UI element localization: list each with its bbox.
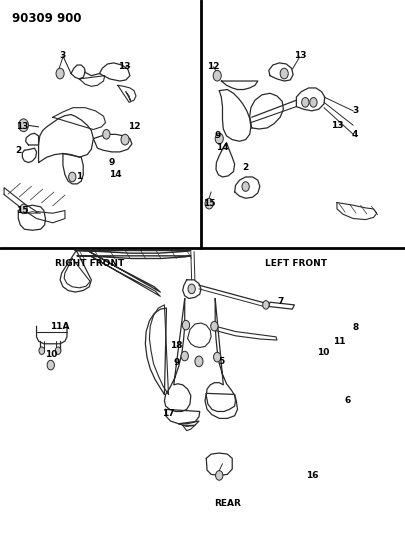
Text: 5: 5 bbox=[217, 357, 224, 366]
Text: 13: 13 bbox=[330, 121, 342, 130]
Text: 15: 15 bbox=[202, 199, 215, 208]
Circle shape bbox=[309, 98, 316, 107]
Text: 10: 10 bbox=[316, 349, 328, 357]
Text: 90309 900: 90309 900 bbox=[12, 12, 81, 25]
Circle shape bbox=[279, 68, 288, 79]
Circle shape bbox=[213, 352, 220, 362]
Text: 2: 2 bbox=[242, 164, 248, 172]
Circle shape bbox=[47, 360, 54, 370]
Text: 14: 14 bbox=[215, 143, 228, 151]
Text: LEFT FRONT: LEFT FRONT bbox=[265, 260, 326, 268]
Circle shape bbox=[182, 320, 189, 330]
Circle shape bbox=[102, 130, 110, 139]
Text: 3: 3 bbox=[60, 52, 66, 60]
Circle shape bbox=[262, 301, 269, 309]
Circle shape bbox=[210, 321, 217, 331]
Circle shape bbox=[194, 356, 202, 367]
Text: 12: 12 bbox=[207, 62, 219, 71]
Text: 11: 11 bbox=[332, 337, 344, 345]
Circle shape bbox=[213, 70, 221, 81]
Text: 18: 18 bbox=[170, 341, 182, 350]
Circle shape bbox=[121, 134, 129, 145]
Text: 17: 17 bbox=[162, 409, 175, 417]
Text: 10: 10 bbox=[45, 350, 57, 359]
Circle shape bbox=[39, 347, 45, 354]
Circle shape bbox=[215, 133, 223, 144]
Text: 11A: 11A bbox=[50, 322, 70, 330]
Circle shape bbox=[56, 68, 64, 79]
Text: 16: 16 bbox=[306, 471, 318, 480]
Text: RIGHT FRONT: RIGHT FRONT bbox=[55, 260, 124, 268]
Circle shape bbox=[188, 284, 195, 294]
Text: 12: 12 bbox=[128, 123, 140, 131]
Circle shape bbox=[205, 198, 213, 209]
Text: 9: 9 bbox=[108, 158, 115, 167]
Text: REAR: REAR bbox=[213, 499, 240, 508]
Circle shape bbox=[20, 204, 27, 214]
Text: 13: 13 bbox=[294, 52, 306, 60]
Text: 7: 7 bbox=[276, 297, 283, 305]
Text: 3: 3 bbox=[351, 107, 358, 115]
Text: 4: 4 bbox=[351, 130, 358, 139]
Text: 14: 14 bbox=[109, 171, 122, 179]
Text: 1: 1 bbox=[76, 173, 82, 181]
Circle shape bbox=[68, 172, 76, 182]
Text: 9: 9 bbox=[173, 358, 179, 367]
Text: 2: 2 bbox=[15, 146, 21, 155]
Text: 6: 6 bbox=[343, 397, 350, 405]
Circle shape bbox=[301, 98, 308, 107]
Circle shape bbox=[241, 182, 249, 191]
Text: 9: 9 bbox=[213, 132, 220, 140]
Text: 15: 15 bbox=[16, 206, 28, 215]
Text: 13: 13 bbox=[117, 62, 130, 71]
Text: 13: 13 bbox=[16, 123, 28, 131]
Circle shape bbox=[55, 347, 61, 354]
Text: 8: 8 bbox=[351, 324, 358, 332]
Circle shape bbox=[215, 471, 222, 480]
Circle shape bbox=[181, 351, 188, 361]
Circle shape bbox=[19, 119, 28, 132]
